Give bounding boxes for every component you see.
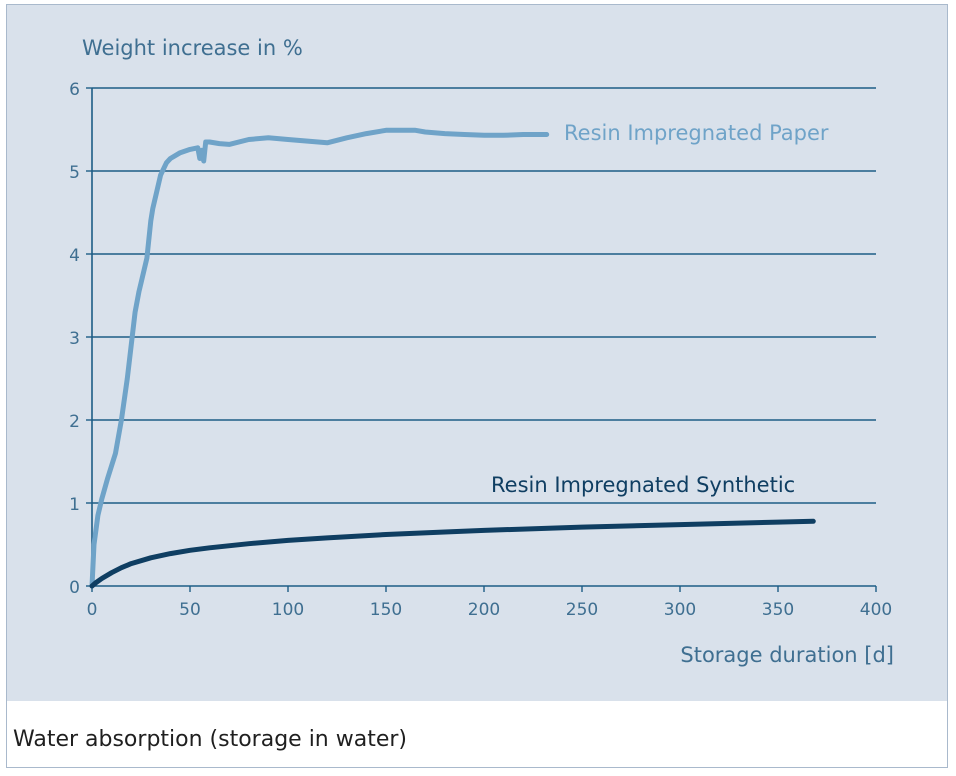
grid-layer: [92, 87, 876, 504]
x-tick-label-200: 200: [468, 600, 500, 620]
x-tick-label-250: 250: [566, 600, 598, 620]
x-tick-label-0: 0: [87, 600, 98, 620]
series-label-paper: Resin Impregnated Paper: [564, 121, 829, 145]
chart-panel: 0 1 2 3 4 5 6 0 50 100 150 200 250 300 350 400 Weight i…: [7, 5, 947, 701]
x-tick-label-50: 50: [179, 600, 201, 620]
x-tick-label-100: 100: [272, 600, 304, 620]
x-tick-label-150: 150: [370, 600, 402, 620]
y-tick-label-1: 1: [69, 495, 80, 515]
figure-caption: Water absorption (storage in water): [13, 727, 408, 752]
y-tick-label-4: 4: [69, 246, 80, 266]
x-axis-title: Storage duration [d]: [680, 643, 894, 667]
axis-layer: 0 1 2 3 4 5 6 0 50 100 150 200 250 300 350 400: [69, 80, 892, 620]
y-tick-label-5: 5: [69, 163, 80, 183]
x-tick-label-400: 400: [860, 600, 892, 620]
y-tick-label-6: 6: [69, 80, 80, 100]
series-layer: [89, 127, 816, 589]
series-line-paper: [89, 127, 550, 589]
figure-frame: 0 1 2 3 4 5 6 0 50 100 150 200 250 300 350 400 Weight i…: [6, 4, 948, 768]
x-tick-label-350: 350: [762, 600, 794, 620]
x-tick-label-300: 300: [664, 600, 696, 620]
y-tick-label-3: 3: [69, 329, 80, 349]
y-tick-label-2: 2: [69, 412, 80, 432]
y-tick-label-0: 0: [69, 578, 80, 598]
series-label-synthetic: Resin Impregnated Synthetic: [491, 473, 795, 497]
y-axis-title: Weight increase in %: [82, 36, 303, 60]
label-layer: Weight increase in % Storage duration [d]…: [82, 36, 894, 667]
water-absorption-chart: 0 1 2 3 4 5 6 0 50 100 150 200 250 300 350 400 Weight i…: [69, 36, 894, 667]
series-line-synthetic: [89, 518, 816, 589]
